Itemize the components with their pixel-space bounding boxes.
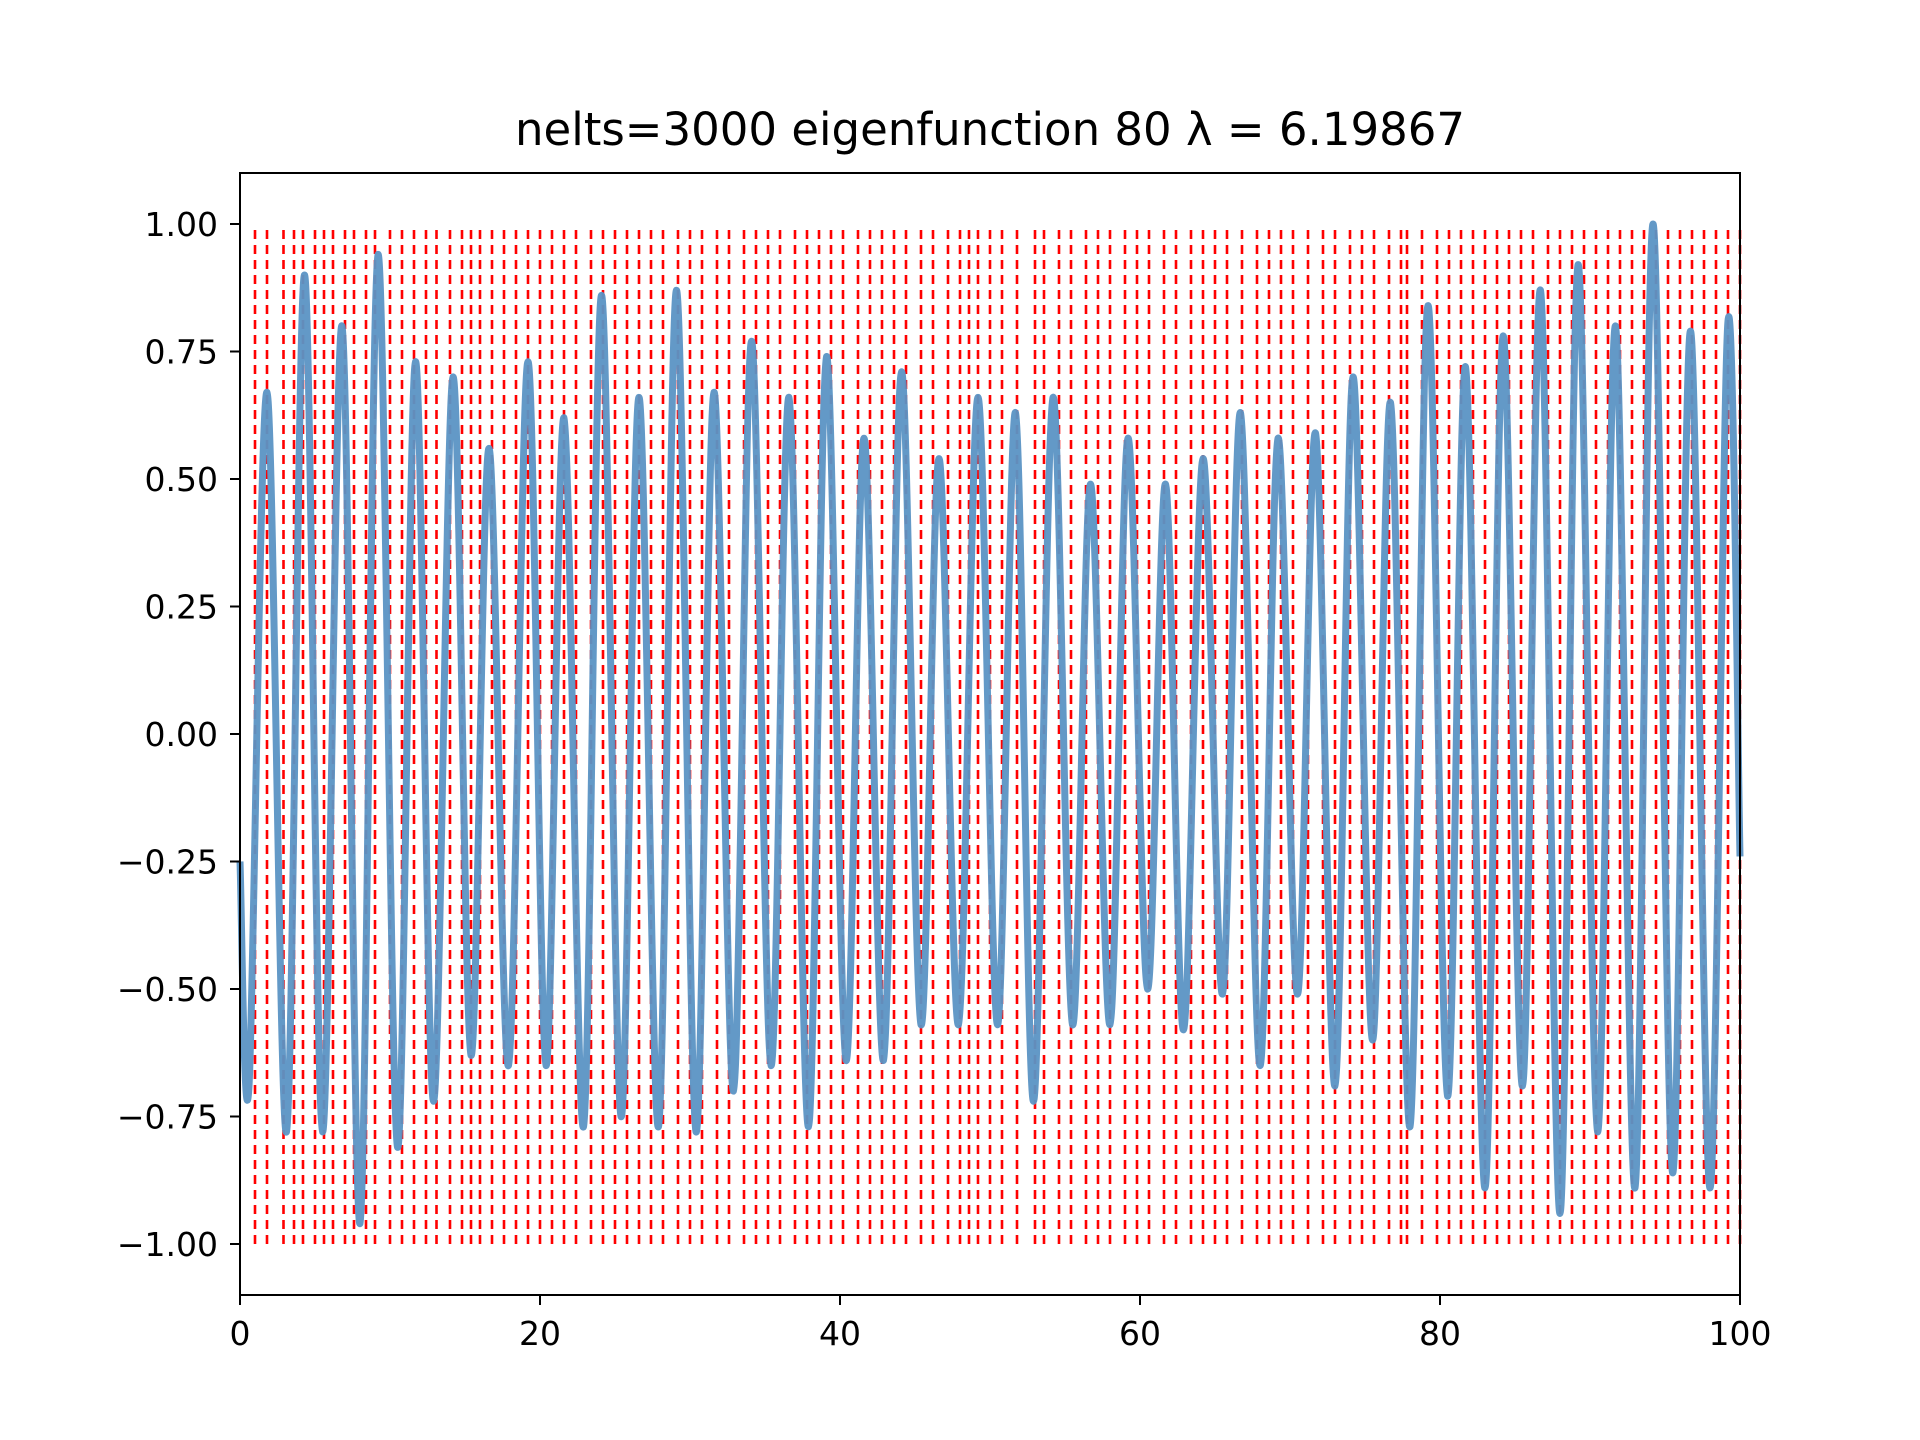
y-tick-label: −1.00 xyxy=(117,1225,218,1264)
x-tick-label: 20 xyxy=(519,1314,561,1353)
x-tick-label: 100 xyxy=(1709,1314,1772,1353)
series-layer xyxy=(236,220,1744,1228)
x-tick-label: 80 xyxy=(1419,1314,1461,1353)
x-tick-label: 40 xyxy=(819,1314,861,1353)
y-tick-label: 0.25 xyxy=(145,588,218,627)
y-tick-label: 0.75 xyxy=(145,333,218,372)
x-axis: 0 20 40 60 80 100 xyxy=(230,1295,1772,1353)
eigenfunction-series-line xyxy=(236,220,1744,1228)
y-tick-label: 0.50 xyxy=(145,460,218,499)
chart-title: nelts=3000 eigenfunction 80 λ = 6.19867 xyxy=(515,103,1465,156)
y-tick-label: 1.00 xyxy=(145,205,218,244)
y-tick-label: −0.50 xyxy=(117,970,218,1009)
y-tick-label: −0.25 xyxy=(117,843,218,882)
y-axis: 1.00 0.75 0.50 0.25 0.00 −0.25 −0.50 −0.75 −1.00 xyxy=(117,205,240,1264)
y-tick-label: −0.75 xyxy=(117,1098,218,1137)
x-tick-label: 0 xyxy=(230,1314,251,1353)
x-tick-label: 60 xyxy=(1119,1314,1161,1353)
y-tick-label: 0.00 xyxy=(145,715,218,754)
